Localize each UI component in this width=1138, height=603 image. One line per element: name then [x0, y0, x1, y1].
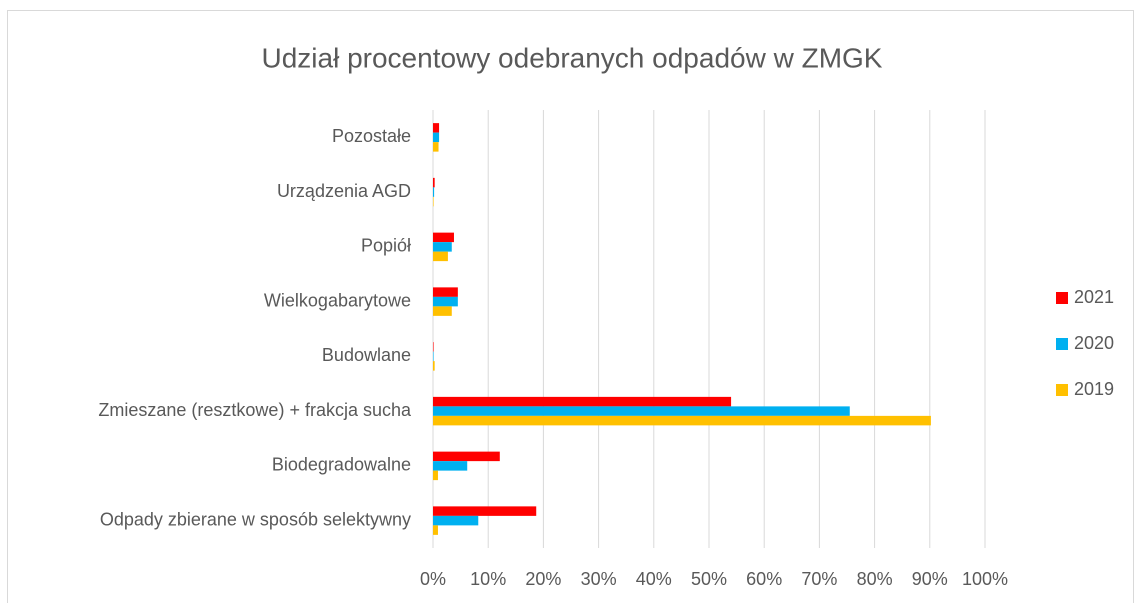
bar	[433, 132, 440, 143]
bar	[433, 342, 434, 352]
y-tick-label: Popiół	[361, 236, 411, 256]
bar	[433, 306, 452, 316]
x-tick-label: 100%	[962, 569, 1008, 589]
bar	[433, 177, 435, 188]
y-tick-label: Biodegradowalne	[272, 455, 411, 475]
y-tick-label: Zmieszane (resztkowe) + frakcja sucha	[98, 400, 412, 420]
bar	[433, 196, 434, 207]
x-tick-label: 80%	[857, 569, 893, 589]
x-tick-label: 60%	[746, 569, 782, 589]
x-tick-label: 90%	[912, 569, 948, 589]
bar	[433, 287, 458, 297]
bar	[433, 251, 448, 262]
bar	[433, 470, 438, 481]
legend-label: 2020	[1074, 333, 1114, 353]
legend-label: 2021	[1074, 287, 1114, 307]
legend-swatch	[1056, 338, 1068, 350]
y-tick-label: Odpady zbierane w sposób selektywny	[100, 509, 411, 529]
x-tick-label: 20%	[525, 569, 561, 589]
bar	[433, 396, 732, 407]
bar	[433, 506, 537, 516]
y-tick-label: Budowlane	[322, 345, 411, 365]
x-tick-label: 50%	[691, 569, 727, 589]
x-tick-label: 70%	[801, 569, 837, 589]
bar	[433, 361, 435, 371]
x-tick-label: 40%	[636, 569, 672, 589]
bar	[433, 525, 438, 535]
legend-swatch	[1056, 384, 1068, 396]
bar	[433, 187, 435, 197]
x-tick-label: 30%	[581, 569, 617, 589]
bar	[433, 232, 454, 243]
bar	[433, 451, 500, 462]
y-tick-label: Wielkogabarytowe	[264, 290, 411, 310]
bar	[433, 351, 434, 362]
bar	[433, 296, 458, 307]
bar	[433, 123, 440, 133]
x-tick-label: 0%	[420, 569, 446, 589]
legend-swatch	[1056, 292, 1068, 304]
bar	[433, 415, 931, 426]
chart-title: Udział procentowy odebranych odpadów w Z…	[262, 42, 883, 73]
legend-label: 2019	[1074, 379, 1114, 399]
chart-frame	[7, 10, 1134, 603]
y-tick-label: Urządzenia AGD	[277, 181, 411, 201]
bar	[433, 406, 850, 416]
bar	[433, 242, 452, 252]
bar	[433, 461, 468, 471]
x-tick-label: 10%	[470, 569, 506, 589]
bar	[433, 515, 479, 526]
y-tick-label: Pozostałe	[332, 126, 411, 146]
bar	[433, 142, 439, 152]
